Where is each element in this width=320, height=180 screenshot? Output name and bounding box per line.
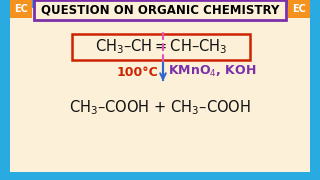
Text: KMnO$_4$, KOH: KMnO$_4$, KOH xyxy=(168,64,256,78)
Text: 100°C: 100°C xyxy=(116,66,158,78)
Text: CH$_3$–COOH + CH$_3$–COOH: CH$_3$–COOH + CH$_3$–COOH xyxy=(69,99,251,117)
FancyBboxPatch shape xyxy=(288,0,310,18)
FancyBboxPatch shape xyxy=(34,0,286,20)
FancyBboxPatch shape xyxy=(10,0,32,18)
Text: EC: EC xyxy=(14,4,28,14)
FancyBboxPatch shape xyxy=(72,34,250,60)
Text: EC: EC xyxy=(292,4,306,14)
FancyBboxPatch shape xyxy=(10,8,310,172)
Text: QUESTION ON ORGANIC CHEMISTRY: QUESTION ON ORGANIC CHEMISTRY xyxy=(41,3,279,17)
Text: CH$_3$–CH$=$CH–CH$_3$: CH$_3$–CH$=$CH–CH$_3$ xyxy=(95,38,227,56)
